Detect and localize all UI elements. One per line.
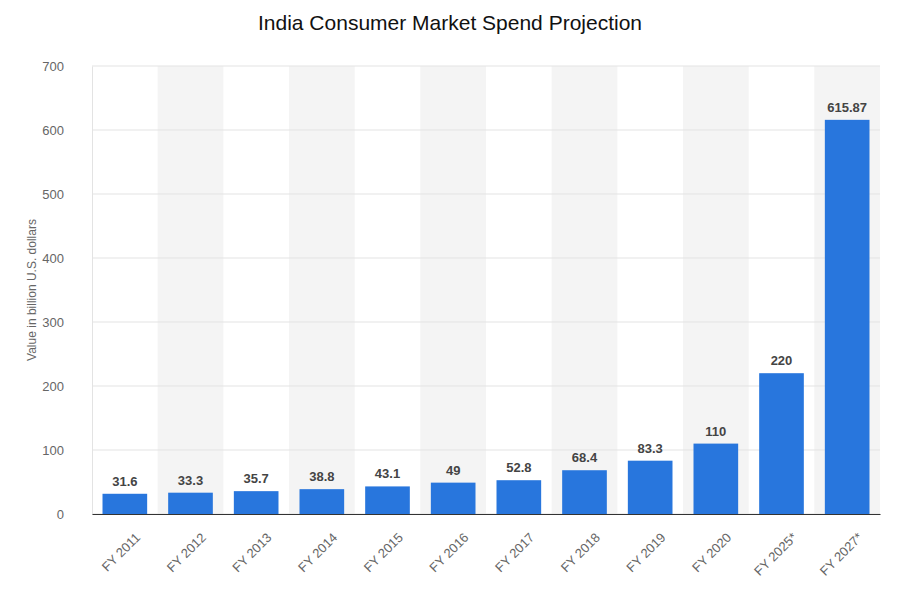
data-label: 49: [446, 463, 460, 478]
x-tick: FY 2016: [426, 530, 471, 575]
x-tick: FY 2014: [295, 530, 340, 575]
bar: [497, 480, 542, 514]
bar: [168, 493, 213, 514]
y-tick-label: 0: [57, 507, 64, 522]
data-label: 52.8: [506, 460, 531, 475]
bar: [431, 483, 476, 514]
bars: [103, 120, 870, 514]
column-band: [683, 66, 749, 514]
x-tick-label: FY 2015: [361, 530, 406, 575]
x-tick-label: FY 2018: [558, 530, 603, 575]
x-tick-label: FY 2013: [229, 530, 274, 575]
data-labels: 31.6 33.3 35.7 38.8 43.1 49 52.8 68.4 83.3 110 220…: [112, 100, 867, 489]
column-band: [552, 66, 618, 514]
chart: India Consumer Market Spend Projection 0 1…: [0, 0, 900, 605]
x-tick: FY 2018: [558, 530, 603, 575]
y-tick: 300: [42, 315, 92, 330]
x-tick-label: FY 2027*: [817, 530, 866, 579]
y-axis: 0 100 200 300 400 500 600 700: [42, 59, 92, 522]
x-tick: FY 2017: [492, 530, 537, 575]
data-label: 68.4: [572, 450, 598, 465]
y-tick: 700: [42, 59, 92, 74]
data-label: 35.7: [244, 471, 269, 486]
data-label: 33.3: [178, 473, 203, 488]
grid-line: [92, 66, 880, 67]
y-tick: 0: [57, 507, 92, 522]
y-tick-label: 300: [42, 315, 64, 330]
title: India Consumer Market Spend Projection: [258, 11, 642, 34]
x-tick-label: FY 2025*: [751, 530, 800, 579]
x-tick-label: FY 2011: [99, 530, 144, 575]
y-tick-label: 500: [42, 187, 64, 202]
x-tick-label: FY 2019: [623, 530, 668, 575]
y-tick-label: 600: [42, 123, 64, 138]
y-tick: 100: [42, 443, 92, 458]
y-tick: 500: [42, 187, 92, 202]
y-tick: 400: [42, 251, 92, 266]
data-label: 31.6: [112, 474, 137, 489]
bar: [628, 461, 673, 514]
data-label: 38.8: [309, 469, 334, 484]
x-axis-line: [93, 514, 881, 515]
x-tick: FY 2011: [99, 530, 144, 575]
x-tick: FY 2025*: [751, 530, 800, 579]
x-tick: FY 2012: [164, 530, 209, 575]
grid: [92, 66, 880, 514]
bar: [694, 444, 739, 514]
x-tick: FY 2013: [229, 530, 274, 575]
y-tick: 600: [42, 123, 92, 138]
x-tick: FY 2020: [689, 530, 734, 575]
x-tick-label: FY 2014: [295, 530, 340, 575]
x-tick: FY 2027*: [817, 530, 866, 579]
y-tick-label: 100: [42, 443, 64, 458]
column-bands: [158, 66, 880, 514]
bar: [300, 489, 345, 514]
bar: [365, 486, 410, 514]
y-tick-label: 200: [42, 379, 64, 394]
x-axis: FY 2011 FY 2012 FY 2013 FY 2014 FY 2015 FY 20…: [93, 515, 881, 579]
bar: [759, 373, 804, 514]
bar: [103, 494, 148, 514]
bar: [234, 491, 279, 514]
x-tick-label: FY 2020: [689, 530, 734, 575]
data-label: 615.87: [827, 100, 867, 115]
plot: 0100200300400500600700FY 2011FY 2012FY 2…: [42, 59, 880, 579]
x-tick-label: FY 2017: [492, 530, 537, 575]
data-label: 83.3: [638, 441, 663, 456]
grid-line: [92, 322, 880, 323]
grid-line: [92, 258, 880, 259]
column-band: [420, 66, 486, 514]
column-band: [158, 66, 224, 514]
bar: [825, 120, 870, 514]
data-label: 110: [705, 424, 726, 439]
column-band: [289, 66, 355, 514]
y-tick: 200: [42, 379, 92, 394]
y-tick-label: 400: [42, 251, 64, 266]
x-tick: FY 2019: [623, 530, 668, 575]
grid-line: [92, 130, 880, 131]
bar: [562, 470, 607, 514]
y-tick-label: 700: [42, 59, 64, 74]
x-tick-label: FY 2016: [426, 530, 471, 575]
x-tick-label: FY 2012: [164, 530, 209, 575]
y-axis-line: [92, 67, 93, 515]
data-label: 220: [771, 353, 793, 368]
column-band: [814, 66, 880, 514]
data-label: 43.1: [375, 466, 400, 481]
y-axis-title: Value in billion U.S. dollars: [25, 219, 39, 361]
x-tick: FY 2015: [361, 530, 406, 575]
grid-line: [92, 194, 880, 195]
